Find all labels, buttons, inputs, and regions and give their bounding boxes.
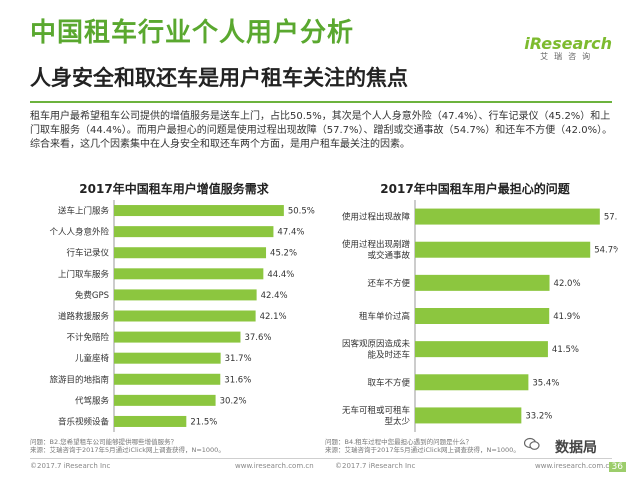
data-label-4: 41.5% [552,345,579,355]
bar-5 [114,310,256,322]
bar-7 [114,352,221,364]
category-label-1-1: 或交通事故 [367,250,410,261]
category-label-3: 租车单价过高 [359,311,410,322]
bar-9 [114,394,216,406]
page-number: 36 [608,462,626,472]
left-chart-note: 问题：B2.您希望租车公司能够提供哪些增值服务？ 来源：艾瑞咨询于2017年5月… [30,438,300,454]
bar-2 [415,274,550,291]
category-label-6: 不计免赔险 [66,332,109,343]
logo-brand: iResearch [524,34,612,53]
category-label-6-0: 无车可租或可租车 [342,405,410,416]
bar-10 [114,415,187,427]
left-note-question: 问题：B2.您希望租车公司能够提供哪些增值服务？ [30,438,178,446]
data-label-3: 44.4% [267,270,294,280]
bar-3 [415,308,550,324]
right-note-question: 问题：B4.租车过程中您最担心遇到的问题是什么？ [325,438,473,446]
left-note-source: 来源：艾瑞咨询于2017年5月通过iClick网上调查获得，N=1000。 [30,446,225,454]
category-label-2: 还车不方便 [367,278,410,289]
footer-copyright-right: ©2017.7 iResearch Inc [335,462,416,470]
data-label-5: 35.4% [532,378,559,388]
category-label-4: 免费GPS [75,290,109,301]
bar-1 [114,226,274,238]
category-label-0: 送车上门服务 [58,206,110,217]
data-label-2: 42.0% [554,279,581,289]
data-label-0: 50.5% [288,207,315,217]
data-label-4: 42.4% [261,291,288,301]
data-label-8: 31.6% [224,375,251,385]
summary-text: 租车用户最希望租车公司提供的增值服务是送车上门，占比50.5%，其次是个人人身意… [30,111,613,150]
data-label-2: 45.2% [270,249,297,259]
right-chart-note: 问题：B4.租车过程中您最担心遇到的问题是什么？ 来源：艾瑞咨询于2017年5月… [325,438,585,454]
page-title: 中国租车行业个人用户分析 [30,18,355,48]
category-label-0: 使用过程出现故障 [342,212,411,223]
bar-4 [415,341,548,358]
footer-divider [30,458,612,459]
data-label-6: 37.6% [244,333,271,343]
bar-3 [114,268,264,280]
data-label-0: 57.7% [604,213,618,223]
category-label-1-0: 使用过程出现剐蹭 [342,239,410,250]
data-label-1: 54.7% [594,246,618,256]
data-label-6: 33.2% [525,411,552,421]
bar-5 [415,374,529,391]
category-label-2: 行车记录仪 [66,248,109,259]
category-label-5: 取车不方便 [367,377,410,388]
data-label-9: 30.2% [220,396,247,406]
logo-sub: 艾瑞咨询 [540,52,597,61]
bar-6 [114,331,241,343]
footer-site-right: www.iresearch.com.cn [535,462,614,470]
data-label-1: 47.4% [277,228,304,238]
category-label-9: 代驾服务 [75,395,110,406]
footer-copyright: ©2017.7 iResearch Inc [30,462,111,470]
bar-6 [415,407,522,424]
right-note-source: 来源：艾瑞咨询于2017年5月通过iClick网上调查获得，N=1000。 [325,446,520,454]
right-chart-title: 2017年中国租车用户最担心的问题 [380,182,570,196]
category-label-4-1: 能及时还车 [367,350,410,361]
data-label-5: 42.1% [260,312,287,322]
category-label-10: 音乐视频设备 [58,416,110,427]
category-label-5: 道路救援服务 [58,311,110,322]
category-label-8: 旅游目的地指南 [49,374,109,385]
wechat-icon [524,437,540,450]
left-chart-title: 2017年中国租车用户增值服务需求 [79,182,269,196]
bar-2 [114,247,267,259]
category-label-1: 个人人身意外险 [49,227,109,238]
category-label-3: 上门取车服务 [58,269,110,280]
data-label-10: 21.5% [190,417,217,427]
watermark-text: 数据局 [552,436,600,458]
header-divider [30,101,612,103]
bar-1 [415,241,591,258]
bar-8 [114,373,221,385]
iresearch-logo: iResearch 艾瑞咨询 [524,34,612,62]
data-label-7: 31.7% [225,354,252,364]
category-label-6-1: 型太少 [384,416,410,427]
bar-0 [415,208,600,225]
page-subtitle: 人身安全和取还车是用户租车关注的焦点 [30,66,408,90]
bar-4 [114,289,257,301]
bar-0 [114,205,284,217]
category-label-4-0: 因客观原因造成未 [342,339,411,350]
category-label-7: 儿童座椅 [75,353,110,364]
data-label-3: 41.9% [553,312,580,322]
left-bar-chart: 50.5% 送车上门服务 47.4% 个人人身意外险 45.2% 行车记录仪 44.4% 上门… [49,200,315,432]
footer-site-left: www.iresearch.com.cn [235,462,314,470]
